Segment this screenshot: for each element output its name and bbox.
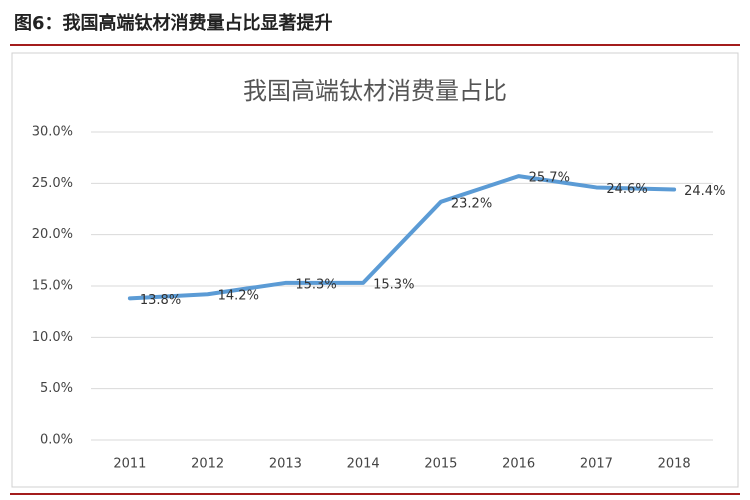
line	[127, 174, 677, 301]
y-tick-label: 25.0%	[32, 176, 73, 191]
y-tick-label: 15.0%	[32, 279, 73, 294]
x-tick-label: 2012	[191, 457, 224, 472]
x-tick-label: 2014	[347, 457, 380, 472]
x-tick-label: 2015	[424, 457, 457, 472]
data-label: 25.7%	[529, 171, 570, 186]
header-title: 图6：我国高端钛材消费量占比显著提升	[14, 12, 333, 34]
data-label: 24.4%	[684, 184, 725, 199]
x-tick-label: 2018	[658, 457, 691, 472]
data-label: 15.3%	[373, 277, 414, 292]
data-label: 15.3%	[295, 277, 336, 292]
y-tick-label: 0.0%	[40, 433, 73, 448]
data-label: 24.6%	[606, 182, 647, 197]
x-tick-label: 2011	[113, 457, 146, 472]
x-tick-label: 2016	[502, 457, 535, 472]
chart-title: 我国高端钛材消费量占比	[243, 77, 507, 105]
y-tick-label: 20.0%	[32, 227, 73, 242]
x-tick-label: 2017	[580, 457, 613, 472]
y-tick-label: 30.0%	[32, 125, 73, 140]
y-tick-label: 5.0%	[40, 381, 73, 396]
y-tick-label: 10.0%	[32, 330, 73, 345]
data-label: 13.8%	[140, 293, 181, 308]
data-label: 14.2%	[218, 289, 259, 304]
x-tick-label: 2013	[269, 457, 302, 472]
chart-frame	[11, 52, 739, 488]
data-label: 23.2%	[451, 196, 492, 211]
